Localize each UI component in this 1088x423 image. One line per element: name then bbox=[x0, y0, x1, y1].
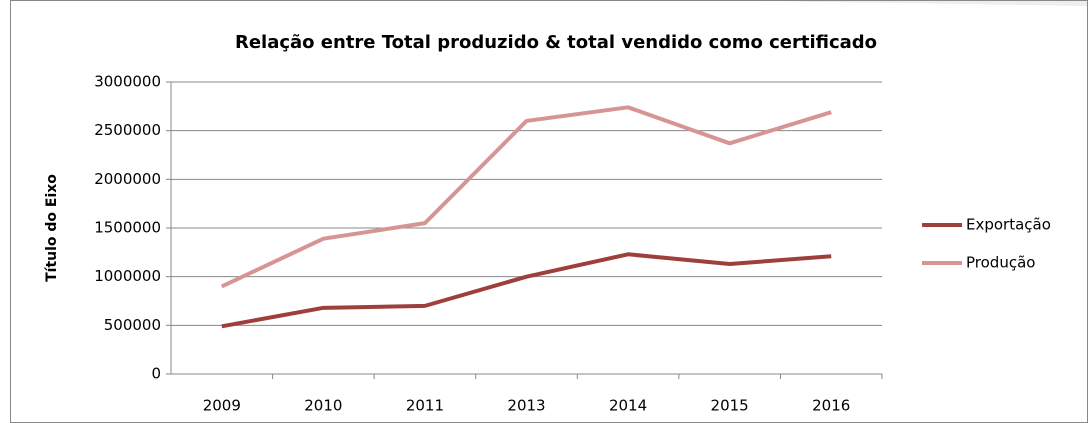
background-shade bbox=[700, 0, 1088, 6]
x-tick-label: 2009 bbox=[203, 397, 241, 415]
legend-label: Produção bbox=[966, 254, 1035, 272]
series-line bbox=[221, 252, 832, 329]
y-tick-label: 0 bbox=[151, 365, 161, 383]
y-tick-label: 2000000 bbox=[94, 170, 161, 188]
x-tick-label: 2014 bbox=[609, 397, 647, 415]
x-tick-label: 2010 bbox=[304, 397, 342, 415]
y-tick-label: 3000000 bbox=[94, 73, 161, 91]
y-axis-label: Título do Eixo bbox=[44, 174, 60, 282]
series-line bbox=[220, 105, 832, 289]
y-tick-label: 1000000 bbox=[94, 267, 161, 285]
y-tick-label: 1500000 bbox=[94, 219, 161, 237]
x-tick-label: 2016 bbox=[812, 397, 850, 415]
x-tick-label: 2013 bbox=[507, 397, 545, 415]
legend-label: Exportação bbox=[966, 216, 1051, 234]
y-tick-label: 2500000 bbox=[94, 121, 161, 139]
y-tick-label: 500000 bbox=[104, 316, 161, 334]
chart-border bbox=[10, 0, 1088, 423]
x-tick-label: 2015 bbox=[711, 397, 749, 415]
chart-title: Relação entre Total produzido & total ve… bbox=[235, 32, 877, 53]
x-tick-label: 2011 bbox=[406, 397, 444, 415]
